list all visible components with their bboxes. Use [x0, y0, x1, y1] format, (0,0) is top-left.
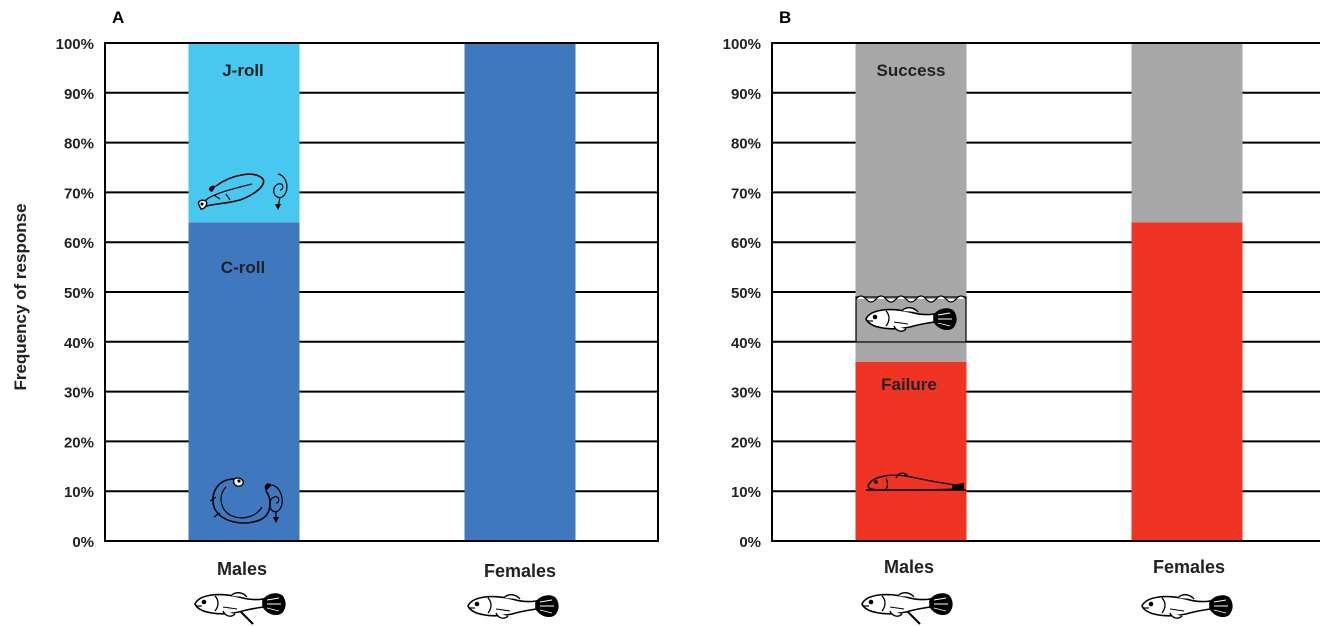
y-tick-label-b-5: 50%: [731, 285, 761, 302]
bar-a-males-j-roll: [188, 43, 300, 223]
y-tick-label-b-6: 60%: [731, 235, 761, 252]
y-axis-label: Frequency of response: [11, 203, 30, 390]
panel-a-plot-frame: [104, 42, 659, 542]
y-tick-label-b-0: 0%: [739, 534, 761, 551]
bar-label-c-roll: C-roll: [221, 258, 265, 277]
y-tick-label-a-1: 10%: [64, 484, 94, 501]
panel-b: B 0% 10% 20% 30% 40% 50% 60% 70% 80% 90% 100% Succ…: [723, 8, 1320, 625]
y-tick-label-a-2: 20%: [64, 434, 94, 451]
bar-b-females-failure: [1131, 222, 1243, 541]
y-tick-label-b-3: 30%: [731, 385, 761, 402]
female-fish-icon: [1141, 593, 1234, 619]
male-fish-icon: [861, 591, 954, 625]
bar-b-females-success: [1131, 43, 1243, 223]
y-tick-label-a-5: 50%: [64, 285, 94, 302]
panel-a-letter: A: [112, 8, 124, 27]
bar-a-males-c-roll: [188, 222, 300, 541]
bar-label-success: Success: [877, 61, 946, 80]
y-tick-label-b-8: 80%: [731, 136, 761, 153]
y-tick-label-b-1: 10%: [731, 484, 761, 501]
lying-fish-icon: [866, 472, 966, 491]
y-tick-label-b-7: 70%: [731, 185, 761, 202]
y-tick-label-b-9: 90%: [731, 86, 761, 103]
x-label-females-b: Females: [1153, 557, 1225, 577]
y-tick-label-b-2: 20%: [731, 434, 761, 451]
y-tick-label-a-3: 30%: [64, 385, 94, 402]
y-tick-label-b-10: 100%: [723, 36, 761, 53]
upright-fish-icon: [855, 295, 967, 343]
c-roll-fish-icon: [209, 477, 283, 524]
y-tick-label-a-6: 60%: [64, 235, 94, 252]
panel-b-y-tick-labels: 0% 10% 20% 30% 40% 50% 60% 70% 80% 90% 100%: [723, 36, 761, 551]
panel-a-y-tick-labels: 0% 10% 20% 30% 40% 50% 60% 70% 80% 90% 100%: [56, 36, 94, 551]
bar-b-males-failure: [855, 361, 967, 541]
y-tick-label-a-8: 80%: [64, 136, 94, 153]
bar-label-failure: Failure: [881, 375, 937, 394]
panel-a-bars: [188, 43, 576, 541]
x-label-females-a: Females: [484, 561, 556, 581]
bar-a-females-c-roll: [464, 43, 576, 541]
male-fish-icon: [194, 591, 287, 625]
bar-label-j-roll: J-roll: [222, 61, 264, 80]
panel-b-bars: [855, 43, 1243, 541]
x-label-males-b: Males: [884, 557, 934, 577]
x-label-males-a: Males: [217, 559, 267, 579]
panel-b-plot-frame: [771, 42, 1320, 542]
y-tick-label-a-10: 100%: [56, 36, 94, 53]
y-tick-label-b-4: 40%: [731, 335, 761, 352]
j-roll-fish-icon: [197, 173, 288, 210]
y-tick-label-a-0: 0%: [72, 534, 94, 551]
y-tick-label-a-9: 90%: [64, 86, 94, 103]
panel-b-letter: B: [779, 8, 791, 27]
panel-a: A 0% 10% 20% 30% 40% 50% 60% 70% 80% 90% 100% J-ro…: [56, 8, 659, 625]
y-tick-label-a-4: 40%: [64, 335, 94, 352]
female-fish-icon: [467, 593, 560, 619]
y-tick-label-a-7: 70%: [64, 185, 94, 202]
